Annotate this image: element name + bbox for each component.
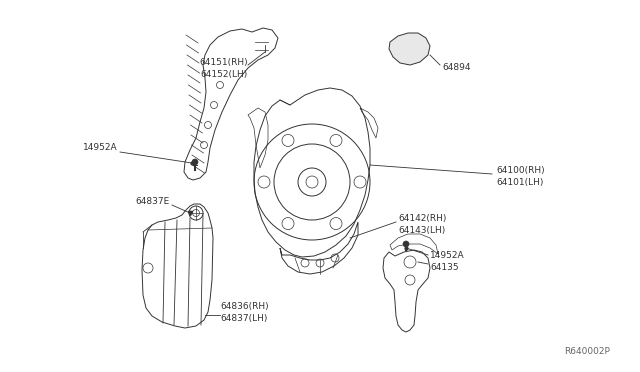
Text: 14952A: 14952A (83, 144, 118, 153)
Text: 64151(RH): 64151(RH) (200, 58, 248, 67)
Text: 64101(LH): 64101(LH) (496, 177, 543, 186)
Circle shape (192, 159, 198, 165)
Text: 64152(LH): 64152(LH) (201, 70, 248, 78)
Text: R640002P: R640002P (564, 347, 610, 356)
Text: 64836(RH): 64836(RH) (220, 302, 269, 311)
Text: 64894: 64894 (442, 64, 470, 73)
Circle shape (403, 241, 409, 247)
Text: 14952A: 14952A (430, 251, 465, 260)
Text: 64837E: 64837E (136, 198, 170, 206)
Text: 64100(RH): 64100(RH) (496, 166, 545, 174)
Text: 64143(LH): 64143(LH) (398, 225, 445, 234)
Text: 64142(RH): 64142(RH) (398, 214, 446, 222)
Text: 64837(LH): 64837(LH) (220, 314, 268, 324)
Text: 64135: 64135 (430, 263, 459, 273)
Polygon shape (389, 33, 430, 65)
